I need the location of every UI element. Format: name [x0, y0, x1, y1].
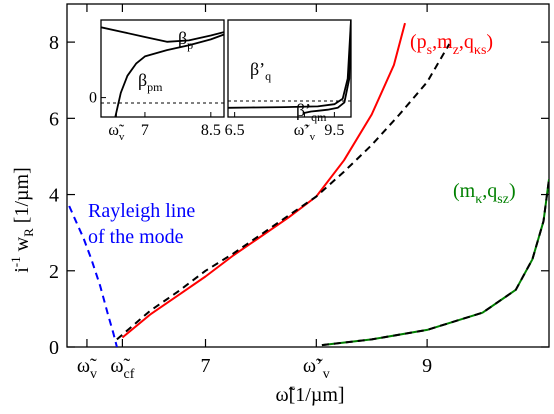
label-subscript: q — [265, 69, 271, 83]
y-axis-label-exponent: -1 — [8, 256, 23, 267]
main-series — [68, 22, 549, 347]
series-line — [321, 179, 549, 347]
y-axis-label-sub: R — [21, 228, 36, 237]
label-subscript: v — [90, 367, 97, 382]
label-base: 7 — [201, 355, 211, 377]
series-line — [321, 179, 549, 347]
label-part: ,m — [432, 31, 453, 53]
label-base: 7 — [141, 122, 149, 139]
inset-2-series — [228, 20, 351, 115]
label-subscript: s — [427, 43, 432, 58]
inset-1-label-beta-p: βp — [178, 28, 193, 52]
plot-frame — [66, 3, 550, 348]
inset-1-frame — [100, 19, 225, 118]
inset-x-tick-label: 7 — [141, 122, 149, 139]
inset-curve — [302, 20, 351, 115]
x-tick-label: 9 — [422, 355, 432, 377]
label-subscript: κs — [474, 43, 487, 58]
label-subscript: pm — [147, 80, 163, 94]
label-subscript: cf — [124, 367, 135, 382]
inset-2: 6.5 ω̃’v 9.5 β’q β’qm — [225, 19, 352, 143]
label-subscript: p — [187, 38, 193, 52]
label-base: 6.5 — [225, 122, 245, 139]
label-subscript: κ — [475, 192, 482, 207]
series-line — [68, 205, 118, 347]
label-red-series: (ps,mz,qκs) — [410, 31, 493, 58]
label-part: ,q — [459, 31, 474, 53]
label-base: β — [138, 70, 147, 90]
label-base: 9 — [422, 355, 432, 377]
inset-1: ω̃v 7 8.50 βp βpm — [89, 19, 225, 143]
inset-curve — [228, 20, 351, 109]
label-part: ) — [486, 31, 493, 53]
label-base: β — [178, 28, 187, 48]
inset-2-label-beta-qm: β’qm — [296, 100, 327, 124]
inset-x-tick-label: ω̃’v — [294, 122, 316, 143]
x-tick-label: ω̃cf — [110, 355, 134, 382]
inset-curve — [114, 33, 224, 117]
label-base: ω̃’ — [303, 355, 323, 377]
label-part: ) — [509, 180, 516, 202]
y-axis-label: i-1 wR [1/µm] — [8, 167, 36, 273]
x-tick-label: ω̃v — [77, 355, 97, 382]
inset-x-tick-label: 6.5 — [225, 122, 245, 139]
label-base: 8.5 — [201, 122, 221, 139]
x-axis-label: ω̃[1/µm] — [275, 384, 344, 406]
inset-2-frame — [227, 19, 352, 118]
label-subscript: qm — [311, 110, 327, 124]
y-tick-label: 0 — [49, 337, 59, 359]
y-tick-label: 6 — [49, 108, 59, 130]
x-tick-label: ω̃’v — [303, 355, 330, 382]
inset-1-label-beta-pm: βpm — [138, 70, 163, 94]
label-subscript: sz — [497, 192, 509, 207]
y-axis-label-unit: [1/µm] — [11, 167, 33, 228]
label-base: ω̃’ — [294, 122, 311, 139]
label-subscript: v — [323, 367, 330, 382]
inset-y-tick-label: 0 — [89, 90, 97, 107]
label-part: ,q — [482, 180, 497, 202]
y-tick-label: 4 — [49, 185, 59, 207]
rayleigh-annotation-line1: Rayleigh line — [88, 200, 195, 222]
label-subscript: v — [310, 131, 316, 143]
label-part: (m — [453, 180, 476, 202]
label-part: (p — [410, 31, 427, 53]
inset-2-ticks: 6.5 ω̃’v 9.5 — [225, 112, 344, 143]
inset-1-series — [101, 26, 224, 117]
label-subscript: z — [453, 43, 459, 58]
inset-x-tick-label: ω̃v — [108, 122, 125, 143]
label-base: β’ — [296, 100, 311, 120]
y-tick-label: 2 — [49, 261, 59, 283]
inset-curve — [101, 26, 224, 43]
inset-2-label-beta-q: β’q — [250, 59, 271, 83]
y-tick-label: 8 — [49, 32, 59, 54]
label-base: 9.5 — [324, 122, 344, 139]
inset-x-tick-label: 8.5 — [201, 122, 221, 139]
y-axis-label-var: w — [11, 236, 33, 256]
label-green-series: (mκ,qsz) — [453, 180, 516, 207]
x-tick-label: 7 — [201, 355, 211, 377]
series-line — [121, 22, 406, 339]
series-line — [116, 43, 451, 341]
rayleigh-annotation: Rayleigh line of the mode — [88, 200, 195, 248]
label-base: β’ — [250, 59, 265, 79]
inset-x-tick-label: 9.5 — [324, 122, 344, 139]
label-subscript: v — [119, 131, 125, 143]
y-axis-label-prefix: i — [11, 267, 33, 273]
rayleigh-annotation-line2: of the mode — [88, 226, 184, 248]
